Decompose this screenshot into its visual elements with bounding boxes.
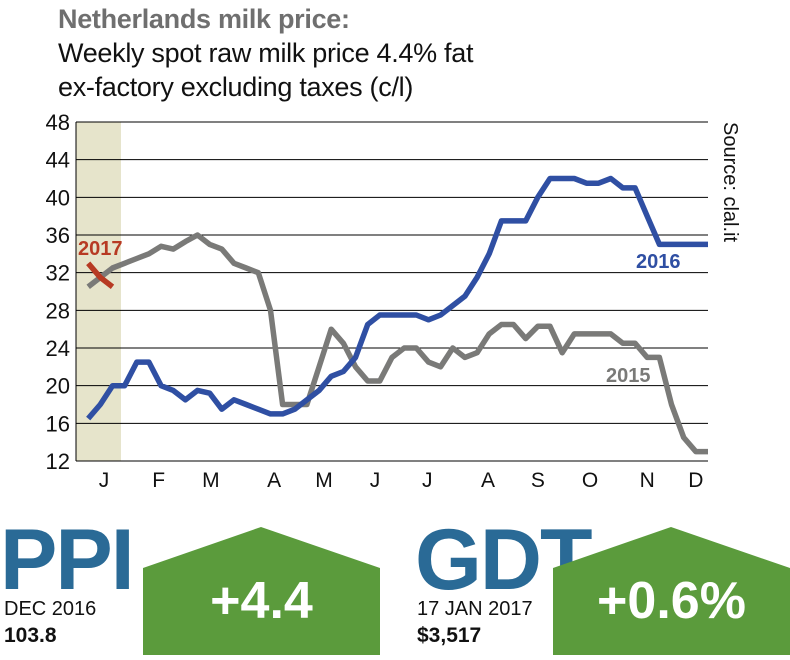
ppi-label: PPI	[0, 512, 135, 608]
gdt-value: $3,517	[417, 624, 482, 647]
y-tick-label: 40	[46, 185, 70, 210]
y-tick-label: 36	[46, 223, 70, 248]
x-tick-label: M	[202, 469, 220, 492]
x-tick-label: O	[582, 469, 598, 492]
milk-price-chart: 12 16 20 24 28 32 36 40 44 48 J F M A M J J A S O N D 2017 2016…	[46, 110, 741, 492]
ppi-value: 103.8	[4, 624, 57, 647]
series-line-2017	[86, 261, 115, 289]
x-tick-label: D	[688, 469, 703, 492]
x-tick-label: F	[152, 469, 165, 492]
y-tick-label: 28	[46, 298, 70, 323]
chart-subtitle-line1: Weekly spot raw milk price 4.4% fat	[58, 38, 474, 68]
source-note: Source: clal.it	[719, 122, 741, 242]
y-tick-label: 32	[46, 261, 70, 286]
series-label-2016: 2016	[636, 251, 681, 273]
chart-subtitle-line2: ex-factory excluding taxes (c/l)	[58, 72, 414, 102]
series-label-2015: 2015	[606, 365, 651, 387]
x-tick-label: M	[315, 469, 333, 492]
series-label-2017: 2017	[78, 238, 123, 260]
gdt-date: 17 JAN 2017	[417, 598, 533, 620]
y-tick-label: 44	[46, 148, 70, 173]
x-tick-label: J	[99, 469, 110, 492]
x-tick-label: S	[531, 469, 545, 492]
chart-title: Netherlands milk price:	[58, 4, 350, 34]
y-tick-label: 12	[46, 449, 70, 474]
series-line-2015	[86, 232, 708, 455]
y-tick-label: 20	[46, 374, 70, 399]
gdt-change-value: +0.6%	[597, 572, 746, 630]
y-tick-label: 48	[46, 110, 70, 135]
x-tick-label: A	[267, 469, 281, 492]
y-tick-label: 24	[46, 336, 70, 361]
ppi-badge-shape	[143, 527, 380, 655]
ppi-change-badge: +4.4	[143, 527, 380, 655]
ppi-date: DEC 2016	[4, 598, 97, 620]
x-tick-label: N	[640, 469, 655, 492]
series-line-2016	[86, 175, 708, 421]
y-tick-label: 16	[46, 411, 70, 436]
gdt-badge-shape	[553, 527, 790, 655]
x-tick-label: J	[370, 469, 381, 492]
x-tick-label: J	[422, 469, 433, 492]
ppi-change-value: +4.4	[210, 572, 313, 630]
x-tick-label: A	[481, 469, 495, 492]
gdt-change-badge: +0.6%	[553, 527, 790, 655]
